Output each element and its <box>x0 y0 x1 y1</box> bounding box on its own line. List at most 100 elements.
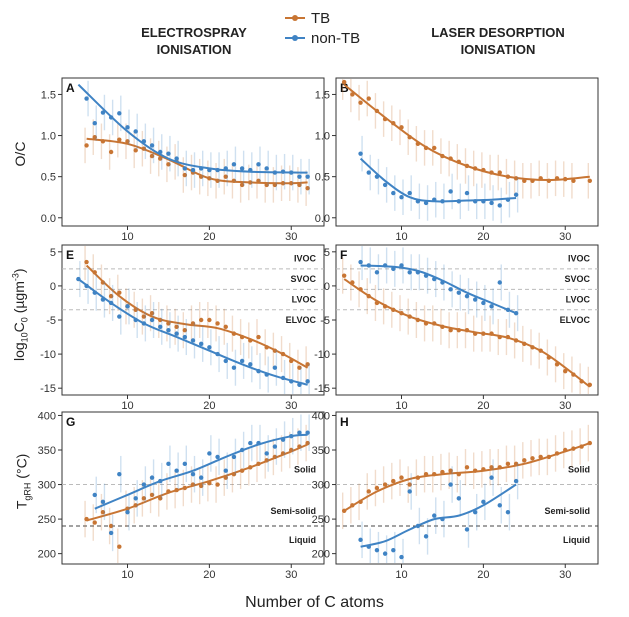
data-point-g-non-tb-14 <box>207 451 212 456</box>
data-point-a-tb-4 <box>117 137 122 142</box>
data-point-a-tb-1 <box>92 135 97 140</box>
panel-frame-h <box>335 411 599 565</box>
data-point-b-tb-14 <box>456 159 462 165</box>
legend-marker-tb <box>285 12 305 24</box>
data-point-f-tb-7 <box>399 310 404 316</box>
data-point-h-non-tb-13 <box>464 527 470 532</box>
data-point-a-non-tb-5 <box>125 125 130 130</box>
data-point-e-non-tb-1 <box>84 283 89 289</box>
data-point-f-tb-26 <box>554 362 560 367</box>
data-point-e-tb-2 <box>100 280 106 285</box>
y-tick-label-g-0: 200 <box>38 549 56 561</box>
data-point-g-tb-27 <box>305 440 310 446</box>
data-point-g-non-tb-7 <box>149 475 155 480</box>
data-point-g-tb-19 <box>239 468 245 473</box>
data-point-f-tb-29 <box>579 379 584 384</box>
y-tick-label-g-4: 400 <box>38 410 56 422</box>
data-point-b-tb-13 <box>448 156 453 161</box>
data-point-a-non-tb-23 <box>272 170 278 175</box>
data-point-b-tb-17 <box>481 167 486 173</box>
data-point-h-non-tb-5 <box>399 554 404 560</box>
data-point-b-tb-10 <box>423 145 429 151</box>
data-point-h-tb-26 <box>554 451 560 456</box>
data-point-g-tb-14 <box>198 483 204 489</box>
data-point-g-non-tb-11 <box>182 461 188 467</box>
data-point-f-tb-27 <box>563 368 568 374</box>
data-point-f-tb-21 <box>513 338 519 343</box>
x-tick-label-b-2: 30 <box>559 231 571 243</box>
data-point-b-non-tb-13 <box>464 190 470 196</box>
data-point-f-non-tb-18 <box>505 307 511 312</box>
x-tick-label-h-0: 10 <box>395 569 407 581</box>
panel-g: G Solid Semi-solid Liquid 10 20 30 200 250 300 350… <box>38 410 325 581</box>
panel-a: A 10 20 30 0.0 0.5 1.0 1.5 <box>41 77 325 243</box>
data-point-a-non-tb-14 <box>198 166 204 171</box>
y-tick-label-a-3: 1.5 <box>41 89 56 101</box>
data-point-f-tb-5 <box>382 304 388 309</box>
y-tick-label-b-3: 1.5 <box>315 89 330 101</box>
x-tick-label-a-0: 10 <box>121 231 133 243</box>
data-point-h-non-tb-10 <box>440 516 445 522</box>
data-point-f-tb-10 <box>423 321 429 326</box>
data-point-g-tb-2 <box>100 509 106 515</box>
data-point-g-non-tb-15 <box>215 454 220 460</box>
data-point-e-non-tb-18 <box>223 358 228 364</box>
data-point-a-non-tb-12 <box>182 166 188 171</box>
data-point-h-tb-9 <box>415 475 421 480</box>
y-tick-label-g-1: 250 <box>38 514 56 526</box>
data-point-b-non-tb-19 <box>513 192 519 197</box>
region-label-f-1: SVOC <box>564 274 590 284</box>
data-point-e-tb-26 <box>297 365 302 370</box>
data-point-a-tb-27 <box>305 185 310 191</box>
data-point-g-tb-18 <box>231 471 237 477</box>
data-point-e-non-tb-12 <box>174 331 179 336</box>
y-tick-label-h-1: 250 <box>312 514 330 526</box>
data-point-e-tb-21 <box>256 334 261 340</box>
data-point-e-tb-20 <box>248 338 253 343</box>
y-tick-label-e-4: 5 <box>50 247 56 259</box>
data-point-h-tb-17 <box>481 467 486 472</box>
data-point-g-tb-21 <box>256 461 261 467</box>
data-point-b-tb-4 <box>374 108 380 114</box>
data-point-g-tb-8 <box>149 492 155 498</box>
data-point-h-tb-14 <box>456 471 462 477</box>
data-point-h-tb-30 <box>587 440 593 446</box>
y-tick-label-a-2: 1.0 <box>41 131 56 143</box>
data-point-h-tb-22 <box>522 458 527 463</box>
x-tick-label-e-1: 20 <box>203 400 215 412</box>
data-point-a-non-tb-6 <box>133 129 138 134</box>
data-point-g-tb-6 <box>133 503 138 508</box>
panel-letter-f: F <box>340 248 347 262</box>
data-point-h-tb-4 <box>374 485 380 491</box>
data-point-e-non-tb-15 <box>198 341 204 347</box>
data-point-h-non-tb-3 <box>382 551 388 556</box>
data-point-b-tb-28 <box>571 178 576 183</box>
data-point-b-tb-16 <box>472 166 478 171</box>
data-point-h-non-tb-2 <box>374 547 380 553</box>
y-tick-label-e-0: -15 <box>40 383 56 395</box>
data-point-b-tb-22 <box>522 178 527 183</box>
data-point-a-tb-2 <box>100 139 106 144</box>
y-tick-label-b-0: 0.0 <box>315 213 330 225</box>
data-point-b-non-tb-8 <box>423 200 429 206</box>
data-point-b-tb-12 <box>440 153 445 159</box>
data-point-b-tb-19 <box>497 170 502 175</box>
data-point-e-tb-11 <box>174 324 179 330</box>
data-point-e-tb-18 <box>231 331 237 336</box>
data-point-a-tb-23 <box>272 182 278 188</box>
legend-marker-non-tb <box>285 32 305 44</box>
data-point-e-non-tb-8 <box>141 321 147 326</box>
data-point-b-non-tb-2 <box>374 174 380 179</box>
data-point-b-tb-27 <box>563 176 568 182</box>
data-point-g-non-tb-3 <box>117 471 122 477</box>
region-label-h-0: Solid <box>568 464 590 474</box>
data-point-f-non-tb-4 <box>391 266 396 272</box>
data-point-f-non-tb-13 <box>464 293 470 299</box>
data-point-g-non-tb-17 <box>231 454 237 460</box>
data-point-e-non-tb-6 <box>125 304 130 309</box>
data-point-f-tb-20 <box>505 334 511 340</box>
y-tick-label-e-3: 0 <box>50 281 56 293</box>
data-point-a-non-tb-24 <box>280 169 286 174</box>
region-label-g-2: Liquid <box>289 535 316 545</box>
data-point-a-non-tb-9 <box>158 149 163 155</box>
